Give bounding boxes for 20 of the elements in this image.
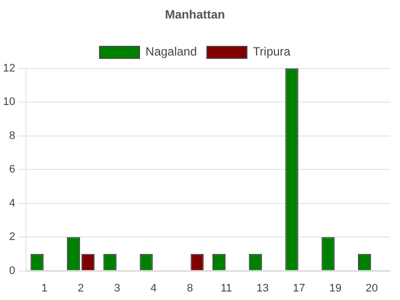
y-tick-label: 6 [9, 164, 16, 176]
chart-title: Manhattan [165, 8, 225, 22]
x-tick-label: 8 [186, 282, 193, 294]
x-tick-label: 2 [78, 282, 84, 294]
x-tick-label: 19 [329, 282, 342, 294]
y-tick-label: 8 [9, 130, 16, 142]
y-tick-label: 10 [2, 96, 16, 108]
x-tick-label: 17 [292, 282, 306, 294]
x-tick-label: 3 [114, 282, 120, 294]
y-tick-label: 4 [9, 197, 16, 210]
legend-label: Nagaland [146, 44, 197, 59]
y-tick-label: 2 [9, 231, 16, 244]
y-tick-label: 0 [9, 264, 16, 277]
x-tick-label: 4 [150, 282, 157, 294]
x-tick-label: 13 [256, 282, 269, 294]
legend-label: Tripura [252, 44, 291, 59]
x-tick-label: 20 [366, 282, 378, 294]
x-tick-label: 11 [220, 282, 232, 294]
y-tick-label: 12 [2, 62, 16, 74]
x-tick-label: 1 [41, 282, 48, 294]
